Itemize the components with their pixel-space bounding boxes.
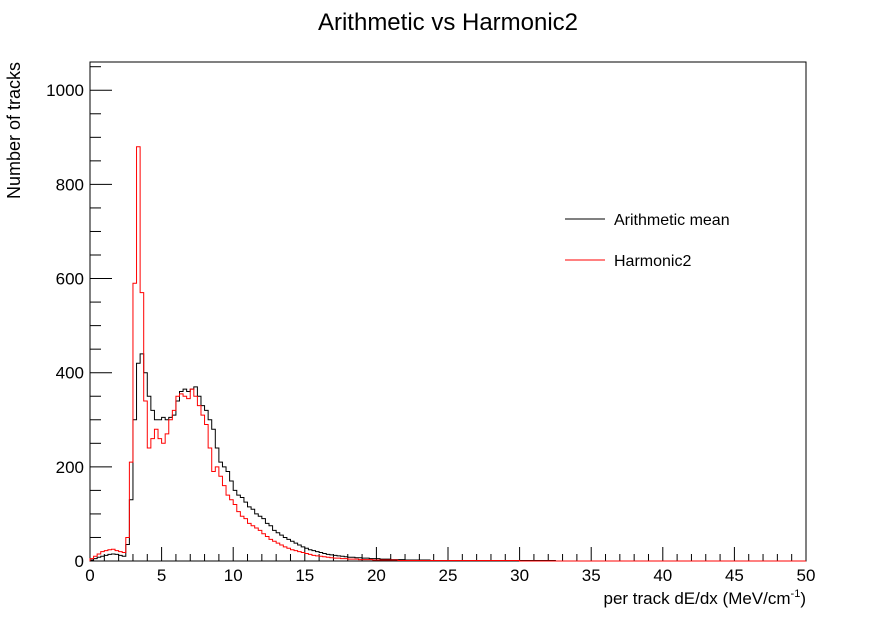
y-axis: 0 200 400 600 800 1000: [46, 66, 112, 571]
x-tick-label: 0: [85, 566, 94, 585]
y-axis-label: Number of tracks: [4, 62, 24, 199]
x-axis: 0 5 10 15 20 25 30 35 40 45 50: [85, 547, 815, 585]
plot-frame: [89, 61, 807, 562]
y-tick-label: 800: [56, 175, 84, 194]
series-line-1: [89, 146, 806, 562]
y-tick-label: 1000: [46, 81, 84, 100]
x-axis-label-end: ): [800, 589, 806, 608]
y-tick-label: 200: [56, 458, 84, 477]
legend-label-harmonic2: Harmonic2: [614, 253, 691, 270]
series-line-0: [89, 353, 806, 562]
x-tick-label: 20: [367, 566, 386, 585]
x-tick-label: 30: [510, 566, 529, 585]
y-tick-label: 0: [75, 552, 84, 571]
y-tick-label: 600: [56, 270, 84, 289]
y-tick-label: 400: [56, 364, 84, 383]
x-tick-label: 50: [797, 566, 816, 585]
x-axis-label: per track dE/dx (MeV/cm-1): [603, 588, 806, 608]
chart-title: Arithmetic vs Harmonic2: [318, 9, 578, 36]
x-tick-label: 5: [157, 566, 166, 585]
x-tick-label: 25: [439, 566, 458, 585]
legend-label-arithmetic: Arithmetic mean: [614, 212, 730, 229]
x-axis-label-superscript: -1: [791, 588, 801, 600]
x-tick-label: 35: [582, 566, 601, 585]
series-layer: [89, 146, 806, 562]
x-tick-label: 10: [224, 566, 243, 585]
x-tick-label: 15: [295, 566, 314, 585]
x-tick-label: 45: [725, 566, 744, 585]
legend: Arithmetic mean Harmonic2: [565, 212, 730, 270]
x-tick-label: 40: [653, 566, 672, 585]
